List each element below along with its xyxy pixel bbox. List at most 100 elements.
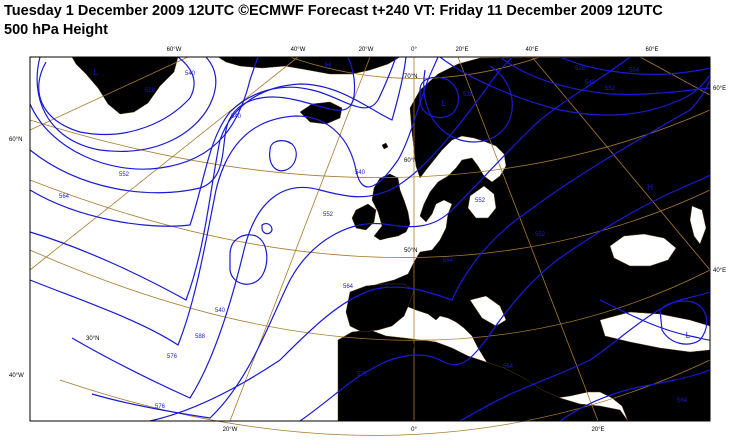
inland-seas <box>467 185 711 353</box>
high-pressure-marker: H <box>325 61 331 70</box>
height-contour <box>419 76 459 119</box>
height-contour <box>91 56 631 419</box>
height-contour <box>439 56 711 116</box>
height-contour <box>559 56 711 75</box>
lon-label-bottom: 20°E <box>591 427 604 433</box>
lat-label-interior: 60°N <box>404 158 417 164</box>
graticule-labels: 60°W 40°W 20°W 0° 20°E 40°E 60°E 20°W 0° 20°E 60°N… <box>9 47 726 433</box>
contour-label: 540 <box>585 80 596 86</box>
lon-label-bottom: 0° <box>411 427 417 433</box>
contour-label: 540 <box>355 170 366 176</box>
lon-label-top: 40°W <box>291 47 306 53</box>
lat-label-right: 40°E <box>713 268 726 274</box>
height-contour <box>229 234 268 285</box>
lat-label-interior: 30°N <box>86 336 99 342</box>
lon-label-bottom: 20°W <box>223 427 238 433</box>
contour-label: 576 <box>167 354 178 360</box>
sea-adriatic <box>469 295 507 327</box>
height-contour <box>299 174 711 422</box>
contour-label: 564 <box>59 194 70 200</box>
sea-black-sea <box>609 233 677 267</box>
height-contour <box>269 140 297 172</box>
height-contour <box>599 299 711 341</box>
meridian-20w <box>229 56 371 422</box>
lon-label-top: 40°E <box>525 47 538 53</box>
height-contour <box>29 56 397 227</box>
contour-label: 576 <box>357 372 368 378</box>
land-north-africa <box>337 329 629 422</box>
contour-label: 564 <box>629 68 640 74</box>
height-contour <box>71 56 513 399</box>
lon-label-top: 60°E <box>645 47 658 53</box>
meridian-40e <box>531 56 711 271</box>
contour-label: 564 <box>443 258 454 264</box>
lon-label-top: 20°W <box>359 47 374 53</box>
height-contour <box>459 291 711 422</box>
height-contour <box>29 56 356 194</box>
meridian-60w <box>29 56 189 131</box>
land-iberia <box>345 283 415 333</box>
contour-label: 528 <box>145 88 156 94</box>
height-contour <box>499 56 711 95</box>
map-frame <box>29 56 711 422</box>
contour-label: 552 <box>535 232 546 238</box>
contour-label: 564 <box>343 284 354 290</box>
sea-baltic <box>467 185 497 219</box>
height-contour <box>38 56 195 136</box>
contour-label: 588 <box>195 334 206 340</box>
land-arctic-north <box>217 56 401 75</box>
land-faroes <box>381 142 389 150</box>
contour-label: 540 <box>231 114 242 120</box>
land-masses <box>71 56 711 422</box>
contour-label: 552 <box>605 86 616 92</box>
contour-labels: 540 528 528 540 552 564 564 540 552 564 576 588 552 5… <box>59 66 688 410</box>
contour-label: 528 <box>463 92 474 98</box>
contour-label: 564 <box>677 398 688 404</box>
contour-label: 540 <box>215 308 226 314</box>
lat-label-interior: 70°N <box>404 74 417 80</box>
height-contour <box>29 56 439 346</box>
parallel-40n <box>29 249 711 341</box>
low-pressure-marker: L <box>442 99 447 108</box>
height-contour <box>29 56 259 170</box>
height-contour <box>29 56 407 301</box>
sea-caspian <box>689 205 707 245</box>
lon-label-top: 20°E <box>455 47 468 53</box>
contour-label: 528 <box>575 66 586 72</box>
height-contour <box>261 223 273 235</box>
map-title: Tuesday 1 December 2009 12UTC ©ECMWF For… <box>4 3 663 19</box>
height-contours <box>29 56 711 422</box>
land-iceland <box>299 101 343 125</box>
lat-label-interior: 30°N <box>676 376 689 382</box>
lat-label-left: 40°W <box>9 373 24 379</box>
land-greenland <box>71 56 179 115</box>
height-contour <box>659 300 708 345</box>
parallel-60n <box>29 109 711 178</box>
contour-label: 552 <box>323 212 334 218</box>
high-pressure-marker: H <box>647 183 653 192</box>
parallel-50n <box>29 179 711 258</box>
pressure-systems: L H L H L <box>94 61 691 340</box>
contour-label: 552 <box>119 172 130 178</box>
map-subtitle: 500 hPa Height <box>4 22 108 38</box>
lon-label-top: 60°W <box>167 47 182 53</box>
lat-label-right: 60°E <box>713 86 726 92</box>
meridian-20e <box>457 56 599 422</box>
height-contour <box>423 65 513 143</box>
low-pressure-marker: L <box>94 68 99 77</box>
contour-label: 540 <box>185 71 196 77</box>
parallel-30n <box>59 359 711 436</box>
lon-label-top: 0° <box>411 47 417 53</box>
lat-label-interior: 40°N <box>404 344 417 350</box>
contour-label: 576 <box>155 404 166 410</box>
height-contour <box>559 369 711 422</box>
height-contour <box>149 79 711 422</box>
graticule <box>29 56 711 436</box>
low-pressure-marker: L <box>686 331 691 340</box>
contour-label: 552 <box>475 198 486 204</box>
lat-label-left: 60°N <box>9 137 22 143</box>
lat-label-interior: 50°N <box>404 248 417 254</box>
contour-label: 564 <box>503 364 514 370</box>
height-contour <box>36 56 217 152</box>
